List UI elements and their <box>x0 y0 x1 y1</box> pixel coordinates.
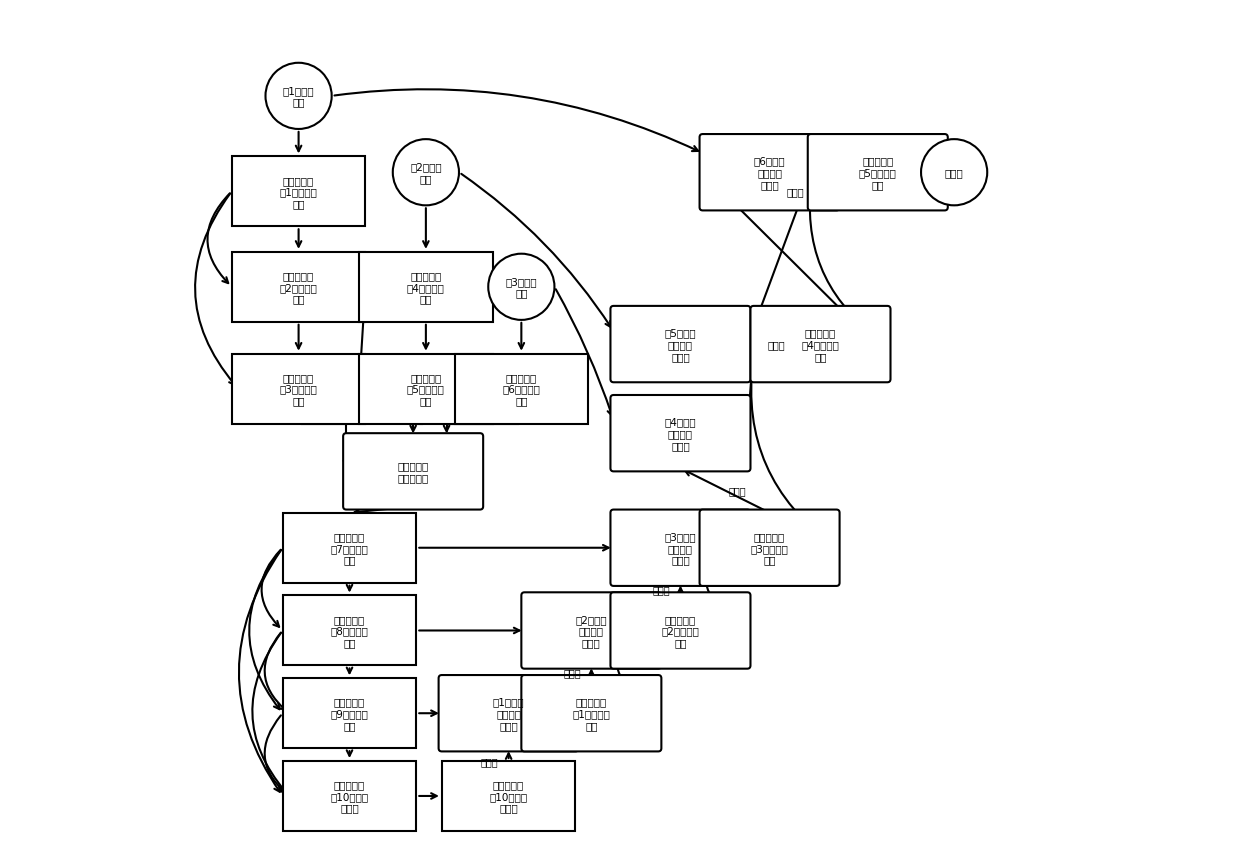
Text: 第1个多分
辨率特征
融合层: 第1个多分 辨率特征 融合层 <box>492 697 525 730</box>
FancyBboxPatch shape <box>750 307 890 383</box>
FancyBboxPatch shape <box>441 761 575 831</box>
Text: 编码框架的
第6个神经网
络块: 编码框架的 第6个神经网 络块 <box>502 373 541 406</box>
FancyBboxPatch shape <box>699 135 839 211</box>
Text: 反卷积: 反卷积 <box>786 187 804 197</box>
Text: 第2个子输
入层: 第2个子输 入层 <box>410 162 441 183</box>
FancyBboxPatch shape <box>343 434 484 510</box>
Text: 编码框架的
第1个神经网
络块: 编码框架的 第1个神经网 络块 <box>280 176 317 208</box>
Text: 解码框架的
第2个神经网
络块: 解码框架的 第2个神经网 络块 <box>661 614 699 647</box>
FancyBboxPatch shape <box>283 761 417 831</box>
Text: 编码框架的
第7个神经网
络块: 编码框架的 第7个神经网 络块 <box>331 531 368 565</box>
FancyBboxPatch shape <box>455 354 588 424</box>
Text: 编码框架的
第8个神经网
络块: 编码框架的 第8个神经网 络块 <box>331 614 368 647</box>
FancyBboxPatch shape <box>232 354 366 424</box>
Text: 第6个多分
辨率特征
融合层: 第6个多分 辨率特征 融合层 <box>754 157 785 189</box>
Text: 解码框架的
第1个神经网
络块: 解码框架的 第1个神经网 络块 <box>573 697 610 730</box>
Circle shape <box>265 64 331 130</box>
Text: 编码框架的
第10个神经
网络块: 编码框架的 第10个神经 网络块 <box>330 779 368 813</box>
Circle shape <box>393 140 459 206</box>
Text: 编码框架的
第5个神经网
络块: 编码框架的 第5个神经网 络块 <box>407 373 445 406</box>
Text: 反卷积: 反卷积 <box>652 585 670 594</box>
Text: 编码框架的
第9个神经网
络块: 编码框架的 第9个神经网 络块 <box>331 697 368 730</box>
Text: 解码框架的
第4个神经网
络块: 解码框架的 第4个神经网 络块 <box>801 328 839 362</box>
Text: 反卷积: 反卷积 <box>481 756 498 766</box>
FancyBboxPatch shape <box>232 158 366 227</box>
Text: 第2个多分
辨率特征
融合层: 第2个多分 辨率特征 融合层 <box>575 614 608 647</box>
FancyBboxPatch shape <box>232 252 366 322</box>
FancyBboxPatch shape <box>521 592 661 669</box>
FancyBboxPatch shape <box>807 135 947 211</box>
FancyBboxPatch shape <box>360 354 492 424</box>
Circle shape <box>921 140 987 206</box>
Text: 解码框架的
第3个神经网
络块: 解码框架的 第3个神经网 络块 <box>750 531 789 565</box>
Text: 编码框架的
第3个神经网
络块: 编码框架的 第3个神经网 络块 <box>280 373 317 406</box>
FancyBboxPatch shape <box>439 675 579 752</box>
Text: 反卷积: 反卷积 <box>729 486 746 496</box>
FancyBboxPatch shape <box>521 675 661 752</box>
FancyBboxPatch shape <box>610 307 750 383</box>
FancyBboxPatch shape <box>360 252 492 322</box>
FancyBboxPatch shape <box>610 510 750 586</box>
Text: 第3个多分
辨率特征
融合层: 第3个多分 辨率特征 融合层 <box>665 531 697 565</box>
Text: 第3个子输
入层: 第3个子输 入层 <box>506 276 537 298</box>
Text: 编码框架的
第2个神经网
络块: 编码框架的 第2个神经网 络块 <box>280 271 317 304</box>
FancyBboxPatch shape <box>283 513 417 583</box>
Text: 编码框架的
第10个神经
网络块: 编码框架的 第10个神经 网络块 <box>490 779 528 813</box>
FancyBboxPatch shape <box>283 596 417 666</box>
FancyBboxPatch shape <box>699 510 839 586</box>
Text: 第1个子输
入层: 第1个子输 入层 <box>283 86 315 108</box>
Text: 输出层: 输出层 <box>945 168 963 178</box>
FancyBboxPatch shape <box>610 395 750 472</box>
Text: 反卷积: 反卷积 <box>768 340 785 350</box>
Text: 多尺度输入
信息融合层: 多尺度输入 信息融合层 <box>398 461 429 483</box>
FancyBboxPatch shape <box>283 678 417 748</box>
Text: 解码框架的
第5个神经网
络块: 解码框架的 第5个神经网 络块 <box>859 157 897 189</box>
Text: 第4个多分
辨率特征
融合层: 第4个多分 辨率特征 融合层 <box>665 417 697 450</box>
Text: 第5个多分
辨率特征
融合层: 第5个多分 辨率特征 融合层 <box>665 328 697 362</box>
FancyBboxPatch shape <box>610 592 750 669</box>
Text: 反卷积: 反卷积 <box>563 667 582 677</box>
Text: 编码框架的
第4个神经网
络块: 编码框架的 第4个神经网 络块 <box>407 271 445 304</box>
Circle shape <box>489 254 554 320</box>
